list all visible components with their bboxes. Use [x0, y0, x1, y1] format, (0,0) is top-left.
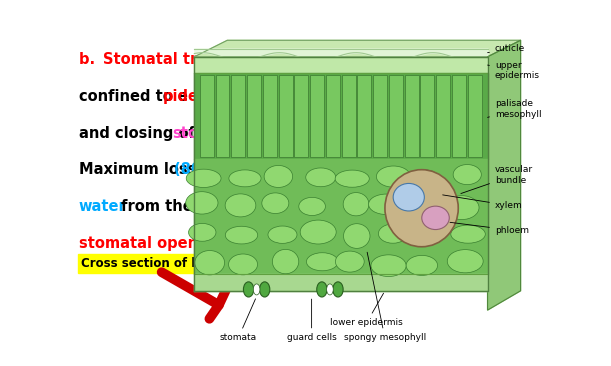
Ellipse shape	[335, 251, 364, 272]
Ellipse shape	[262, 193, 289, 213]
Polygon shape	[194, 40, 521, 57]
Text: and closing of: and closing of	[79, 126, 200, 141]
Text: of green shoot and leaves. Opening: of green shoot and leaves. Opening	[219, 89, 520, 104]
Text: guard cells: guard cells	[287, 299, 337, 343]
Text: xylem: xylem	[442, 195, 522, 210]
Text: Cross section of leaf: Cross section of leaf	[81, 257, 217, 270]
Ellipse shape	[335, 170, 369, 187]
Text: Stomata are minute pores: Stomata are minute pores	[254, 52, 476, 67]
Ellipse shape	[406, 255, 437, 276]
Ellipse shape	[343, 193, 369, 216]
Bar	[373, 75, 387, 157]
Ellipse shape	[186, 169, 221, 187]
Bar	[326, 75, 340, 157]
Ellipse shape	[195, 251, 225, 275]
Text: spongy mesophyll: spongy mesophyll	[344, 252, 426, 343]
Ellipse shape	[307, 253, 338, 271]
Text: stomata: stomata	[220, 299, 257, 343]
Bar	[357, 75, 371, 157]
Ellipse shape	[343, 224, 370, 249]
Ellipse shape	[306, 168, 335, 187]
Text: lower epidermis: lower epidermis	[330, 293, 403, 327]
Bar	[468, 75, 481, 157]
Bar	[404, 75, 419, 157]
Ellipse shape	[264, 165, 293, 187]
Text: water: water	[79, 199, 126, 214]
Ellipse shape	[385, 170, 458, 247]
Ellipse shape	[268, 226, 297, 243]
Ellipse shape	[186, 192, 218, 214]
Ellipse shape	[254, 284, 260, 295]
Ellipse shape	[376, 166, 411, 187]
Ellipse shape	[243, 282, 254, 297]
Bar	[216, 75, 230, 157]
Text: (80-90 percent of the total water loss) of: (80-90 percent of the total water loss) …	[174, 162, 513, 177]
Bar	[452, 75, 466, 157]
Ellipse shape	[412, 223, 438, 245]
Ellipse shape	[422, 206, 449, 229]
Ellipse shape	[378, 224, 408, 243]
Bar	[389, 75, 403, 157]
Ellipse shape	[229, 170, 261, 187]
Ellipse shape	[411, 170, 439, 187]
Ellipse shape	[333, 282, 343, 297]
Text: vascular
bundle: vascular bundle	[461, 165, 533, 194]
Text: stomatal openings: stomatal openings	[79, 236, 233, 251]
Bar	[420, 75, 434, 157]
Polygon shape	[488, 40, 521, 310]
Bar	[279, 75, 293, 157]
Ellipse shape	[327, 284, 333, 295]
Bar	[232, 75, 245, 157]
Text: Maximum loss: Maximum loss	[79, 162, 201, 177]
Ellipse shape	[453, 165, 481, 184]
Bar	[295, 75, 309, 157]
Ellipse shape	[225, 194, 256, 217]
Text: cuticle: cuticle	[488, 44, 525, 53]
Ellipse shape	[368, 194, 404, 214]
Ellipse shape	[229, 254, 258, 275]
Ellipse shape	[189, 224, 216, 241]
Bar	[200, 75, 214, 157]
Text: palisade
mesophyll: palisade mesophyll	[488, 100, 541, 119]
Ellipse shape	[316, 282, 327, 297]
Bar	[247, 75, 261, 157]
Bar	[436, 75, 450, 157]
Text: b.: b.	[79, 52, 110, 67]
Text: pidermis: pidermis	[163, 89, 235, 104]
Bar	[310, 75, 324, 157]
Ellipse shape	[273, 249, 299, 274]
Text: confined to e: confined to e	[79, 89, 188, 104]
Ellipse shape	[225, 226, 258, 244]
Bar	[263, 75, 277, 157]
Ellipse shape	[300, 220, 336, 244]
Ellipse shape	[299, 197, 326, 216]
Text: are controlled by guard cells.: are controlled by guard cells.	[225, 126, 474, 141]
Ellipse shape	[393, 183, 425, 211]
Text: from the plant tissues takes place through the: from the plant tissues takes place throu…	[115, 199, 508, 214]
Ellipse shape	[371, 255, 406, 276]
Ellipse shape	[451, 225, 485, 243]
Text: .: .	[198, 236, 203, 251]
Ellipse shape	[444, 196, 479, 220]
Text: stomata: stomata	[172, 126, 241, 141]
Ellipse shape	[408, 195, 444, 213]
Text: phloem: phloem	[450, 222, 529, 235]
Text: upper
epidermis: upper epidermis	[488, 61, 540, 80]
Bar	[342, 75, 356, 157]
Text: Stomatal transpiration:: Stomatal transpiration:	[103, 52, 298, 67]
Ellipse shape	[260, 282, 270, 297]
Ellipse shape	[447, 250, 483, 273]
